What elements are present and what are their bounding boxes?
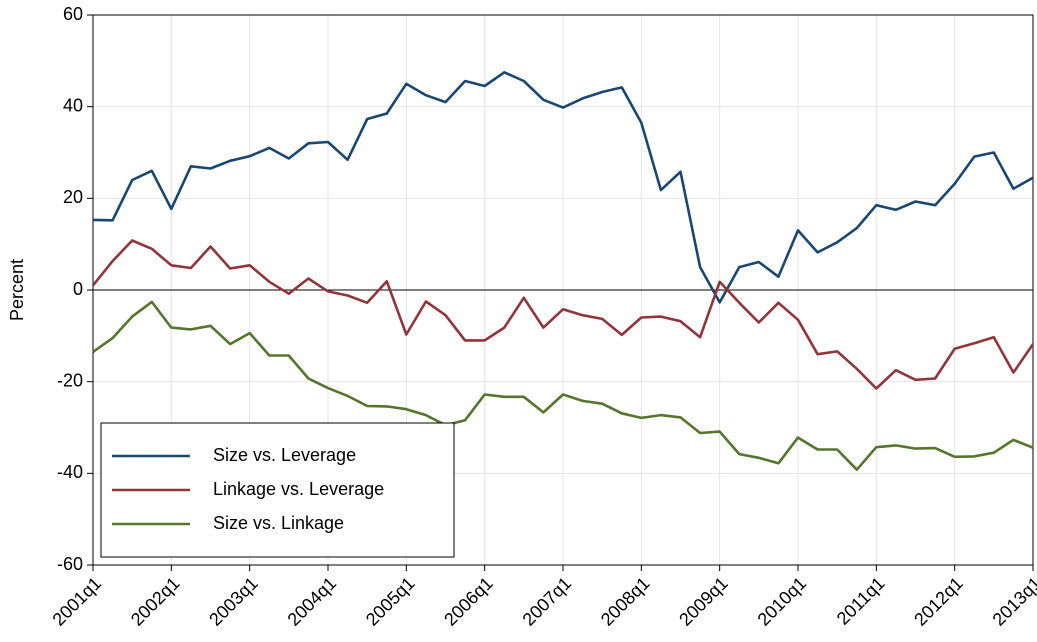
- series-line: [92, 300, 1034, 472]
- x-tick-label: 2007q1: [519, 573, 576, 630]
- y-tick-label: 40: [63, 95, 83, 115]
- legend-label: Size vs. Linkage: [213, 513, 344, 533]
- x-tick-label: 2013q1: [989, 573, 1037, 630]
- x-tick-label: 2001q1: [49, 573, 106, 630]
- y-tick-label: -60: [57, 554, 83, 574]
- y-tick-label: 60: [63, 4, 83, 24]
- x-tick-label: 2004q1: [284, 573, 341, 630]
- x-tick-label: 2006q1: [440, 573, 497, 630]
- legend-label: Size vs. Leverage: [213, 445, 356, 465]
- x-tick-label: 2005q1: [362, 573, 419, 630]
- x-tick-label: 2010q1: [754, 573, 811, 630]
- legend-label: Linkage vs. Leverage: [213, 479, 384, 499]
- x-tick-label: 2009q1: [675, 573, 732, 630]
- y-axis-label: Percent: [7, 259, 27, 321]
- y-tick-label: 20: [63, 187, 83, 207]
- y-tick-label: 0: [73, 279, 83, 299]
- series-line: [92, 71, 1034, 304]
- series-line: [91, 239, 1035, 390]
- x-tick-label: 2008q1: [597, 573, 654, 630]
- x-tick-label: 2002q1: [127, 573, 184, 630]
- y-tick-label: -20: [57, 370, 83, 390]
- x-tick-label: 2012q1: [910, 573, 967, 630]
- y-tick-label: -40: [57, 462, 83, 482]
- x-tick-label: 2003q1: [205, 573, 262, 630]
- plot-frame: [92, 14, 1034, 566]
- x-tick-label: 2011q1: [833, 573, 889, 629]
